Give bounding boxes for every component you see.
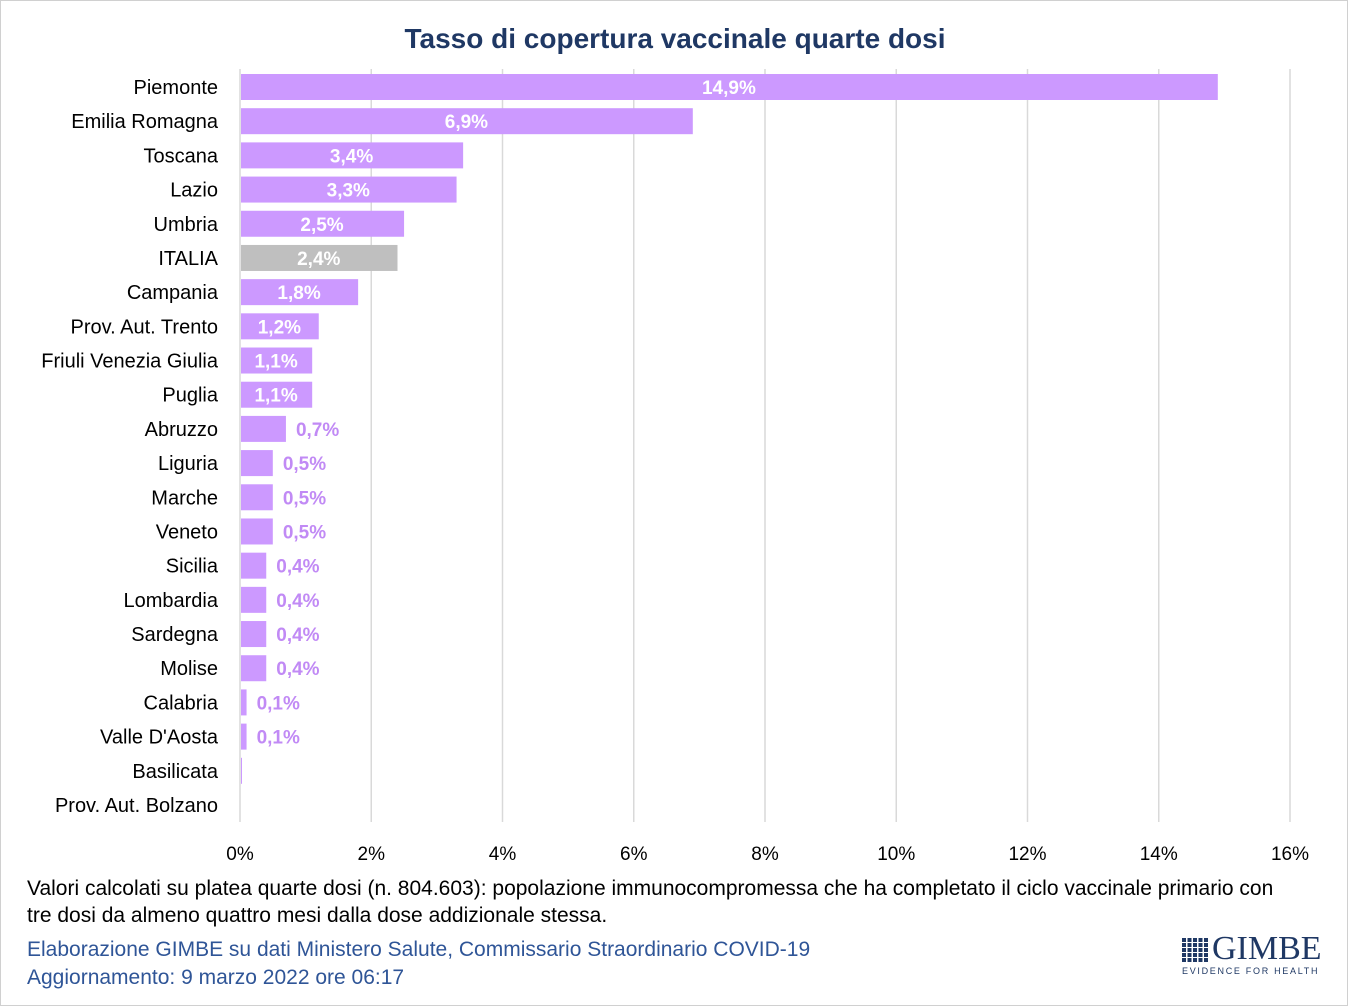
category-label-campania: Campania xyxy=(127,282,219,304)
update-timestamp: Aggiornamento: 9 marzo 2022 ore 06:17 xyxy=(27,966,405,989)
x-tick-label: 10% xyxy=(877,844,915,865)
x-axis: 0% 2% 4% 6% 8% 10% 12% 14% 16% xyxy=(226,844,1309,865)
horizontal-bar-chart: 0% 2% 4% 6% 8% 10% 12% 14% 16% Piemonte Emilia Rom… xyxy=(41,69,1309,865)
category-label-italia: ITALIA xyxy=(158,248,218,270)
category-label-liguria: Liguria xyxy=(158,453,219,475)
bar-liguria xyxy=(241,450,273,477)
x-tick-label: 14% xyxy=(1140,844,1178,865)
value-label-sicilia: 0,4% xyxy=(276,557,319,578)
category-label-sicilia: Sicilia xyxy=(166,556,219,578)
bar-sicilia xyxy=(241,552,267,579)
category-label-abruzzo: Abruzzo xyxy=(145,419,218,441)
value-label-molise: 0,4% xyxy=(276,659,319,680)
bar-emilia-romagna xyxy=(241,108,693,135)
x-tick-label: 12% xyxy=(1008,844,1046,865)
value-label-abruzzo: 0,7% xyxy=(296,420,339,441)
category-label-lazio: Lazio xyxy=(170,180,218,202)
value-label-emilia-romagna: 6,9% xyxy=(445,112,488,133)
category-label-molise: Molise xyxy=(160,658,218,680)
logo-wordmark: GIMBE xyxy=(1212,930,1322,967)
category-label-basilicata: Basilicata xyxy=(132,761,218,783)
bar-abruzzo xyxy=(241,415,286,442)
footnote-line-2: tre dosi da almeno quattro mesi dalla do… xyxy=(27,904,608,927)
bar-marche xyxy=(241,484,273,511)
category-label-calabria: Calabria xyxy=(144,692,219,714)
bar-veneto xyxy=(241,518,273,545)
bar-lazio xyxy=(241,176,457,203)
value-label-lazio: 3,3% xyxy=(327,181,370,202)
bar-prov-aut-trento xyxy=(241,313,319,340)
value-label-toscana: 3,4% xyxy=(330,146,373,167)
value-label-italia: 2,4% xyxy=(297,249,340,270)
bar-valle-d-aosta xyxy=(241,723,247,750)
gimbe-grid-icon xyxy=(1182,938,1208,962)
bar-sardegna xyxy=(241,621,267,648)
value-label-prov-aut-trento: 1,2% xyxy=(258,317,301,338)
logo-tagline: EVIDENCE FOR HEALTH xyxy=(1182,966,1320,976)
value-label-marche: 0,5% xyxy=(283,488,326,509)
bar-molise xyxy=(241,655,267,682)
category-label-lombardia: Lombardia xyxy=(123,590,218,612)
value-labels: 14,9% 6,9% 3,4% 3,3% 2,5% 2,4% 1,8% 1,2% 1,1% 1,1… xyxy=(254,78,756,749)
bar-friuli-venezia-giulia xyxy=(241,347,313,374)
value-label-puglia: 1,1% xyxy=(254,386,297,407)
gimbe-logo: GIMBE EVIDENCE FOR HEALTH xyxy=(1181,931,1323,979)
bar-campania xyxy=(241,279,359,306)
source-credit: Elaborazione GIMBE su dati Ministero Sal… xyxy=(27,938,811,961)
bar-piemonte xyxy=(241,74,1218,100)
category-label-veneto: Veneto xyxy=(156,521,218,543)
x-tick-label: 4% xyxy=(489,844,517,865)
value-label-liguria: 0,5% xyxy=(283,454,326,475)
category-label-valle-d-aosta: Valle D'Aosta xyxy=(100,727,219,749)
bar-umbria xyxy=(241,210,405,237)
bar-italia xyxy=(241,244,398,271)
category-labels: Piemonte Emilia Romagna Toscana Lazio Umbria… xyxy=(41,77,219,817)
category-label-toscana: Toscana xyxy=(144,145,219,167)
category-label-emilia-romagna: Emilia Romagna xyxy=(71,111,219,133)
category-label-umbria: Umbria xyxy=(154,214,219,236)
value-label-valle-d-aosta: 0,1% xyxy=(257,728,300,749)
footnote-line-1: Valori calcolati su platea quarte dosi (… xyxy=(27,877,1274,900)
value-label-veneto: 0,5% xyxy=(283,522,326,543)
value-label-sardegna: 0,4% xyxy=(276,625,319,646)
bar-lombardia xyxy=(241,586,267,613)
category-label-sardegna: Sardegna xyxy=(131,624,219,646)
value-label-friuli-venezia-giulia: 1,1% xyxy=(254,352,297,373)
bar-calabria xyxy=(241,689,247,716)
bar-toscana xyxy=(241,142,464,169)
value-label-umbria: 2,5% xyxy=(300,215,343,236)
category-label-prov-aut-trento: Prov. Aut. Trento xyxy=(71,316,218,338)
value-label-piemonte: 14,9% xyxy=(702,78,756,99)
x-tick-label: 8% xyxy=(751,844,779,865)
bar-puglia xyxy=(241,381,313,408)
chart-title: Tasso di copertura vaccinale quarte dosi xyxy=(404,23,946,54)
category-label-puglia: Puglia xyxy=(162,385,218,407)
x-tick-label: 6% xyxy=(620,844,648,865)
value-label-campania: 1,8% xyxy=(277,283,320,304)
bars xyxy=(241,74,1218,784)
category-label-piemonte: Piemonte xyxy=(134,77,219,99)
category-label-prov-aut-bolzano: Prov. Aut. Bolzano xyxy=(55,795,218,817)
value-label-lombardia: 0,4% xyxy=(276,591,319,612)
x-tick-label: 2% xyxy=(358,844,386,865)
bar-basilicata xyxy=(241,757,242,784)
category-label-marche: Marche xyxy=(151,487,218,509)
value-label-calabria: 0,1% xyxy=(257,693,300,714)
x-tick-label: 0% xyxy=(226,844,254,865)
x-tick-label: 16% xyxy=(1271,844,1309,865)
category-label-friuli-venezia-giulia: Friuli Venezia Giulia xyxy=(41,351,219,373)
